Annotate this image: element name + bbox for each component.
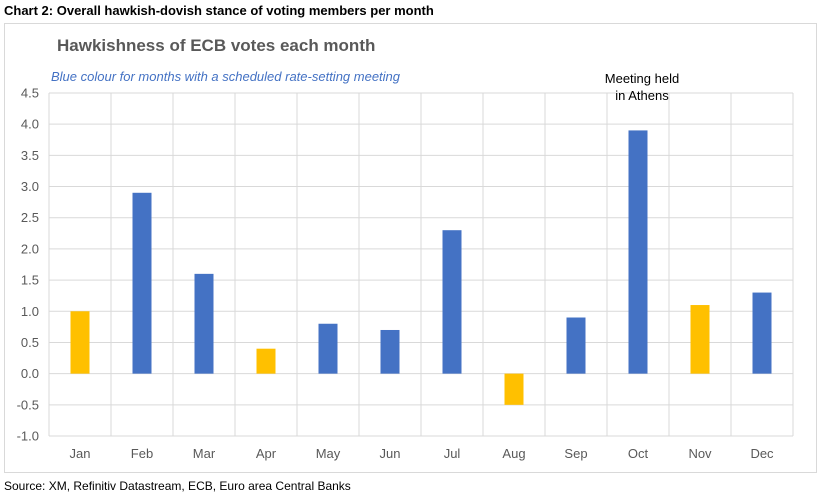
source-note: Source: XM, Refinitiv Datastream, ECB, E… [4, 479, 351, 493]
y-tick-label: -0.5 [17, 397, 39, 412]
bar-may [318, 323, 338, 374]
x-tick-label: Jan [70, 446, 91, 461]
x-tick-label: Jun [380, 446, 401, 461]
bar-dec [752, 292, 772, 374]
x-tick-label: May [316, 446, 341, 461]
bar-nov [690, 305, 710, 374]
y-tick-label: 1.5 [21, 273, 39, 288]
x-tick-label: Sep [564, 446, 587, 461]
y-axis: -1.0 -0.5 0.0 0.5 1.0 1.5 2.0 2.5 3.0 3.5 4.0 4.5 [17, 86, 39, 444]
y-tick-label: 4.0 [21, 117, 39, 132]
annotation: Meeting held in Athens [605, 71, 679, 103]
x-tick-label: Oct [628, 446, 649, 461]
x-tick-label: Mar [193, 446, 216, 461]
chart-subtitle: Blue colour for months with a scheduled … [51, 69, 401, 84]
bar-aug [504, 373, 524, 405]
annotation-line: Meeting held [605, 71, 679, 86]
bar-mar [194, 273, 214, 374]
chart-title: Hawkishness of ECB votes each month [57, 36, 375, 55]
bar-apr [256, 348, 276, 374]
annotation-line: in Athens [615, 88, 669, 103]
y-tick-label: 0.0 [21, 366, 39, 381]
x-tick-label: Jul [444, 446, 461, 461]
grid-lines [48, 92, 794, 437]
bars [70, 130, 772, 405]
x-tick-label: Aug [502, 446, 525, 461]
y-tick-label: 2.0 [21, 241, 39, 256]
chart-frame [4, 23, 817, 473]
y-tick-label: 3.5 [21, 148, 39, 163]
x-tick-label: Apr [256, 446, 277, 461]
y-tick-label: 3.0 [21, 179, 39, 194]
bar-jun [380, 329, 400, 374]
x-tick-label: Dec [750, 446, 774, 461]
x-tick-label: Nov [688, 446, 712, 461]
y-tick-label: 0.5 [21, 335, 39, 350]
y-tick-label: 1.0 [21, 304, 39, 319]
chart-caption: Chart 2: Overall hawkish-dovish stance o… [4, 3, 434, 18]
y-tick-label: -1.0 [17, 429, 39, 444]
bar-jul [442, 230, 462, 374]
bar-feb [132, 192, 152, 374]
y-tick-label: 4.5 [21, 86, 39, 101]
x-tick-label: Feb [131, 446, 153, 461]
y-tick-label: 2.5 [21, 210, 39, 225]
bar-sep [566, 317, 586, 374]
bar-jan [70, 311, 90, 374]
x-axis: Jan Feb Mar Apr May Jun Jul Aug Sep Oct Nov Dec [70, 446, 775, 461]
bar-oct [628, 130, 648, 374]
